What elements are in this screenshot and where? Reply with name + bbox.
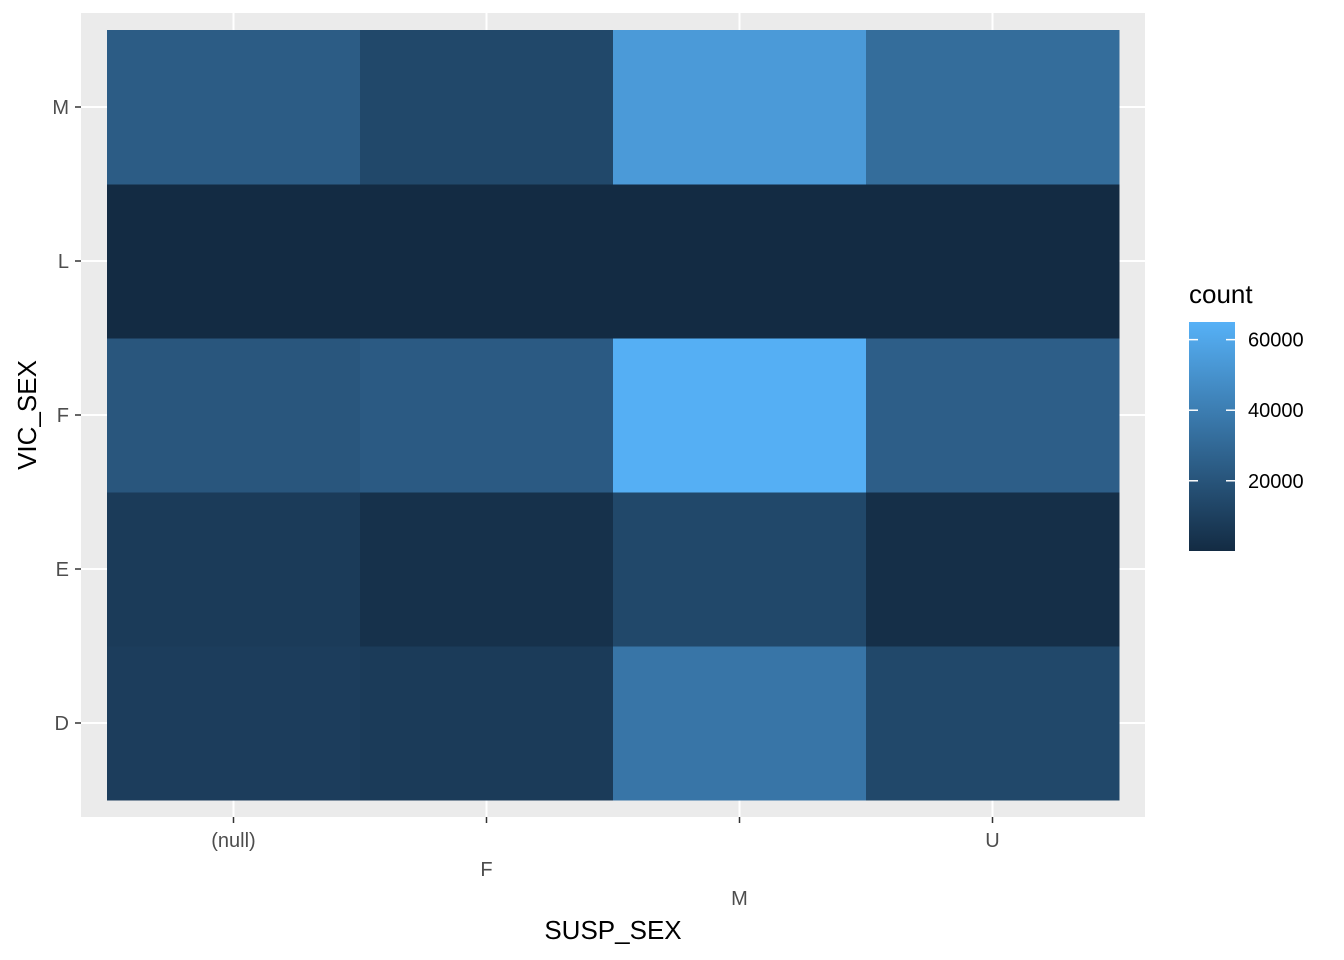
x-tick-label: (null)	[211, 830, 255, 852]
heatmap-cell	[866, 338, 1120, 493]
x-axis: (null) F M U	[211, 817, 1000, 910]
heatmap-cell	[866, 492, 1120, 647]
heatmap-cell	[107, 30, 361, 185]
heatmap-cell	[107, 184, 361, 339]
legend-title: count	[1189, 279, 1253, 309]
y-axis-title: VIC_SEX	[12, 360, 42, 470]
heatmap-cell	[107, 646, 361, 801]
heatmap-cell	[107, 492, 361, 647]
heatmap-cell	[360, 184, 614, 339]
heatmap-cell	[613, 646, 867, 801]
y-tick-label: D	[55, 713, 69, 735]
legend-tick-label: 60000	[1248, 330, 1304, 352]
legend-ticks: 20000 40000 60000	[1189, 330, 1304, 493]
heatmap-cell	[866, 184, 1120, 339]
heatmap-cell	[866, 646, 1120, 801]
x-tick-label: U	[985, 830, 999, 852]
legend-tick-label: 40000	[1248, 400, 1304, 422]
heatmap-cell	[613, 184, 867, 339]
heatmap-cell	[360, 492, 614, 647]
legend-colorbar	[1189, 322, 1235, 551]
x-tick-label: F	[480, 859, 492, 881]
heatmap-cell	[360, 646, 614, 801]
x-tick-label: M	[731, 888, 748, 910]
x-axis-title: SUSP_SEX	[544, 915, 681, 945]
legend: count 20000 40000 60000	[1189, 279, 1304, 551]
legend-tick-label: 20000	[1248, 471, 1304, 493]
heatmap-cell	[360, 30, 614, 185]
heatmap-cell	[360, 338, 614, 493]
heatmap-cell	[107, 338, 361, 493]
heatmap-cell	[613, 338, 867, 493]
heatmap-cell	[613, 30, 867, 185]
y-tick-label: M	[52, 97, 69, 119]
y-axis: D E F L M	[52, 97, 81, 735]
y-tick-label: L	[58, 251, 69, 273]
heatmap-tiles	[107, 30, 1120, 801]
y-tick-label: E	[56, 559, 69, 581]
y-tick-label: F	[57, 405, 69, 427]
heatmap-cell	[613, 492, 867, 647]
heatmap-cell	[866, 30, 1120, 185]
